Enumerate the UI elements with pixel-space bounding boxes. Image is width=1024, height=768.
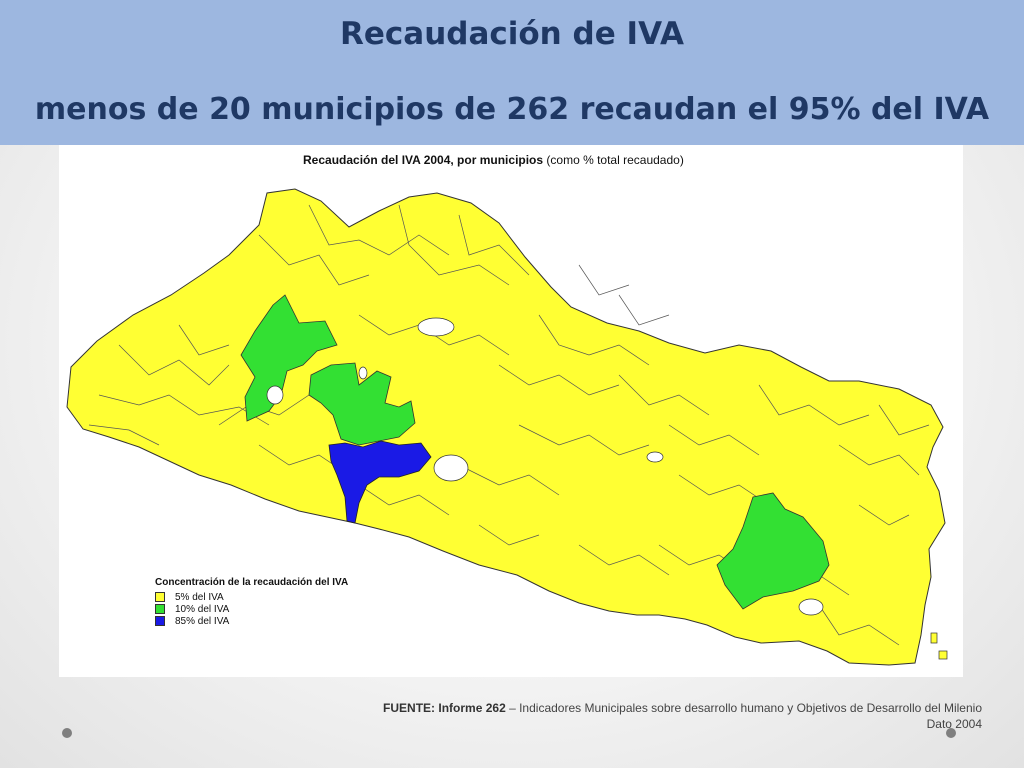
legend-label: 10% del IVA [175, 603, 230, 615]
source-text: – Indicadores Municipales sobre desarrol… [505, 701, 982, 715]
lakes [266, 317, 824, 616]
legend-item-5: 5% del IVA [155, 591, 348, 603]
islands [930, 632, 948, 660]
green-region-west [240, 294, 338, 422]
blue-region-san-salvador [328, 440, 432, 524]
map-title: Recaudación del IVA 2004, por municipios… [303, 153, 684, 167]
legend-swatch-green [155, 604, 165, 614]
legend-swatch-yellow [155, 592, 165, 602]
bullet-dot-right [946, 728, 956, 738]
municipal-borders [88, 204, 930, 646]
green-region-center [308, 362, 416, 446]
legend-title: Concentración de la recaudación del IVA [155, 577, 349, 588]
slide-title: Recaudación de IVA [340, 16, 684, 52]
legend-swatch-blue [155, 616, 165, 626]
green-region-east [716, 492, 830, 610]
legend-item-10: 10% del IVA [155, 603, 348, 615]
slide-subtitle: menos de 20 municipios de 262 recaudan e… [34, 92, 990, 127]
legend-label: 5% del IVA [175, 591, 224, 603]
municipality-map [66, 188, 948, 666]
source-label: FUENTE: Informe 262 [383, 701, 506, 715]
legend-label: 85% del IVA [175, 615, 230, 627]
bullet-dot-left [62, 728, 72, 738]
legend-item-85: 85% del IVA [155, 615, 348, 627]
source-note: FUENTE: Informe 262 – Indicadores Munici… [282, 700, 982, 732]
title-band: Recaudación de IVA menos de 20 municipio… [0, 0, 1024, 145]
map-panel: Recaudación del IVA 2004, por municipios… [59, 145, 963, 677]
map-legend: Concentración de la recaudación del IVA … [155, 577, 348, 627]
source-year: Dato 2004 [926, 717, 982, 731]
